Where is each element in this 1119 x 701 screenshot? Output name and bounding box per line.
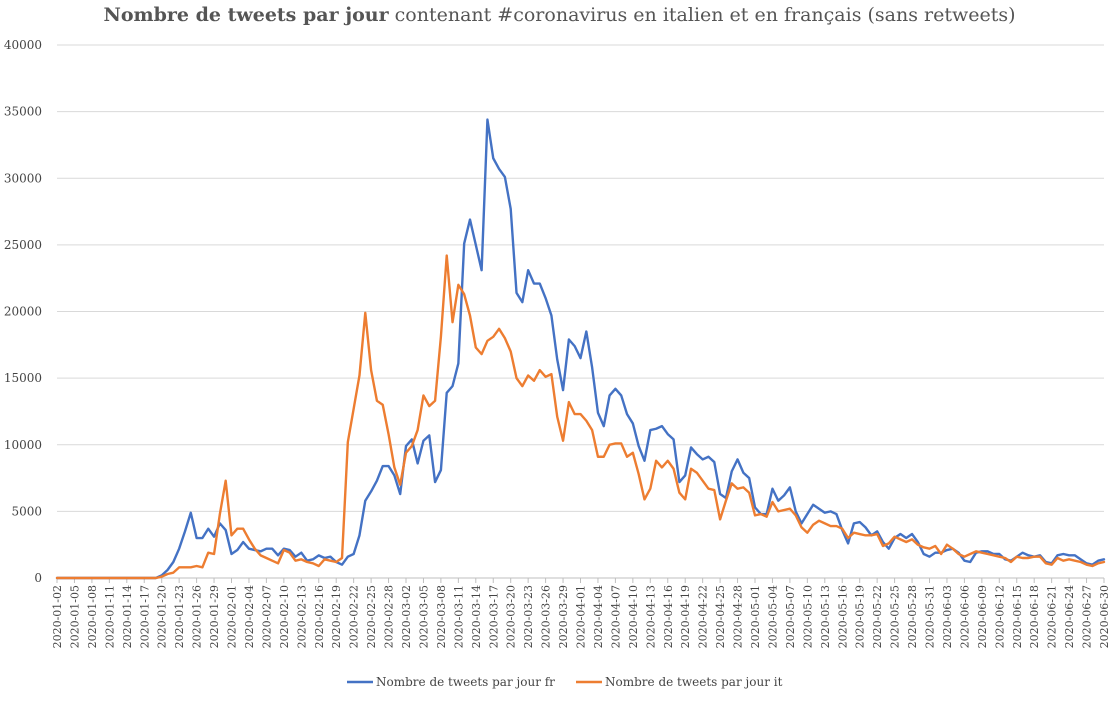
x-tick-label: 2020-01-17 — [138, 585, 151, 648]
series-line-fr — [55, 118, 1106, 580]
x-tick-label: 2020-06-27 — [1081, 585, 1094, 648]
x-tick-label: 2020-05-28 — [906, 585, 919, 648]
x-tick-label: 2020-01-14 — [121, 585, 134, 648]
x-tick-label: 2020-06-03 — [941, 585, 954, 648]
y-tick-label: 40000 — [4, 38, 42, 52]
chart-title: Nombre de tweets par jour contenant #cor… — [0, 4, 1119, 26]
x-tick-label: 2020-02-28 — [383, 585, 396, 648]
x-tick-label: 2020-02-01 — [226, 585, 239, 648]
x-tick-label: 2020-01-11 — [103, 585, 116, 648]
y-tick-label: 5000 — [11, 504, 42, 518]
x-tick-label: 2020-05-16 — [836, 585, 849, 648]
x-tick-label: 2020-02-22 — [348, 585, 361, 648]
x-tick-label: 2020-02-25 — [365, 585, 378, 648]
x-tick-label: 2020-03-11 — [452, 585, 465, 648]
x-tick-label: 2020-02-07 — [260, 585, 273, 648]
x-tick-label: 2020-04-13 — [644, 585, 657, 648]
x-tick-label: 2020-01-05 — [68, 585, 81, 648]
chart-title-rest: contenant #coronavirus en italien et en … — [388, 4, 1016, 26]
x-axis-ticks: 2020-01-02 2020-01-05 2020-01-08 2020-01-11… — [51, 578, 1111, 648]
x-tick-label: 2020-03-14 — [470, 585, 483, 648]
x-tick-label: 2020-03-08 — [435, 585, 448, 648]
x-tick-label: 2020-06-21 — [1046, 585, 1059, 648]
x-tick-label: 2020-06-12 — [993, 585, 1006, 648]
x-tick-label: 2020-02-19 — [330, 585, 343, 648]
legend-label-fr: Nombre de tweets par jour fr — [376, 675, 555, 689]
x-tick-label: 2020-02-10 — [278, 585, 291, 648]
x-tick-label: 2020-05-04 — [766, 585, 779, 648]
x-tick-label: 2020-04-04 — [592, 585, 605, 648]
x-tick-label: 2020-01-08 — [86, 585, 99, 648]
y-tick-label: 10000 — [4, 438, 42, 452]
x-tick-label: 2020-06-15 — [1011, 585, 1024, 648]
x-tick-label: 2020-04-22 — [697, 585, 710, 648]
x-tick-label: 2020-05-07 — [784, 585, 797, 648]
x-tick-label: 2020-03-23 — [522, 585, 535, 648]
x-tick-label: 2020-04-07 — [609, 585, 622, 648]
y-axis-ticks: 0 5000 10000 15000 20000 25000 30000 35000 40000 — [4, 38, 42, 585]
x-tick-label: 2020-04-25 — [714, 585, 727, 648]
series-lines — [55, 118, 1106, 580]
x-tick-label: 2020-03-29 — [557, 585, 570, 648]
x-tick-label: 2020-06-09 — [976, 585, 989, 648]
x-tick-label: 2020-02-16 — [313, 585, 326, 648]
x-tick-label: 2020-03-20 — [505, 585, 518, 648]
gridlines — [57, 44, 1104, 579]
x-tick-label: 2020-05-01 — [749, 585, 762, 648]
x-tick-label: 2020-02-04 — [243, 585, 256, 648]
x-tick-label: 2020-03-02 — [400, 585, 413, 648]
x-tick-label: 2020-06-30 — [1098, 585, 1111, 648]
x-tick-label: 2020-01-29 — [208, 585, 221, 648]
x-tick-label: 2020-04-01 — [575, 585, 588, 648]
series-line-it — [55, 254, 1106, 580]
x-tick-label: 2020-03-26 — [540, 585, 553, 648]
x-tick-label: 2020-04-19 — [679, 585, 692, 648]
x-tick-label: 2020-06-06 — [958, 585, 971, 648]
y-tick-label: 30000 — [4, 171, 42, 185]
legend-label-it: Nombre de tweets par jour it — [605, 675, 783, 689]
x-tick-label: 2020-01-23 — [173, 585, 186, 648]
x-tick-label: 2020-03-05 — [417, 585, 430, 648]
x-tick-label: 2020-04-28 — [732, 585, 745, 648]
x-tick-label: 2020-05-19 — [854, 585, 867, 648]
legend: Nombre de tweets par jour fr Nombre de tw… — [347, 675, 783, 689]
y-tick-label: 35000 — [4, 105, 42, 119]
x-tick-label: 2020-01-20 — [156, 585, 169, 648]
x-tick-label: 2020-01-26 — [191, 585, 204, 648]
y-tick-label: 20000 — [4, 305, 42, 319]
x-tick-label: 2020-05-22 — [871, 585, 884, 648]
chart-title-bold: Nombre de tweets par jour — [103, 4, 389, 26]
x-tick-label: 2020-06-18 — [1028, 585, 1041, 648]
x-tick-label: 2020-03-17 — [487, 585, 500, 648]
x-tick-label: 2020-05-10 — [801, 585, 814, 648]
x-tick-label: 2020-05-13 — [819, 585, 832, 648]
x-tick-label: 2020-05-31 — [924, 585, 937, 648]
x-tick-label: 2020-05-25 — [889, 585, 902, 648]
x-tick-label: 2020-06-24 — [1063, 585, 1076, 648]
x-tick-label: 2020-04-16 — [662, 585, 675, 648]
x-tick-label: 2020-02-13 — [295, 585, 308, 648]
y-tick-label: 15000 — [4, 371, 42, 385]
x-tick-label: 2020-01-02 — [51, 585, 64, 648]
y-tick-label: 25000 — [4, 238, 42, 252]
y-tick-label: 0 — [34, 571, 42, 585]
x-tick-label: 2020-04-10 — [627, 585, 640, 648]
